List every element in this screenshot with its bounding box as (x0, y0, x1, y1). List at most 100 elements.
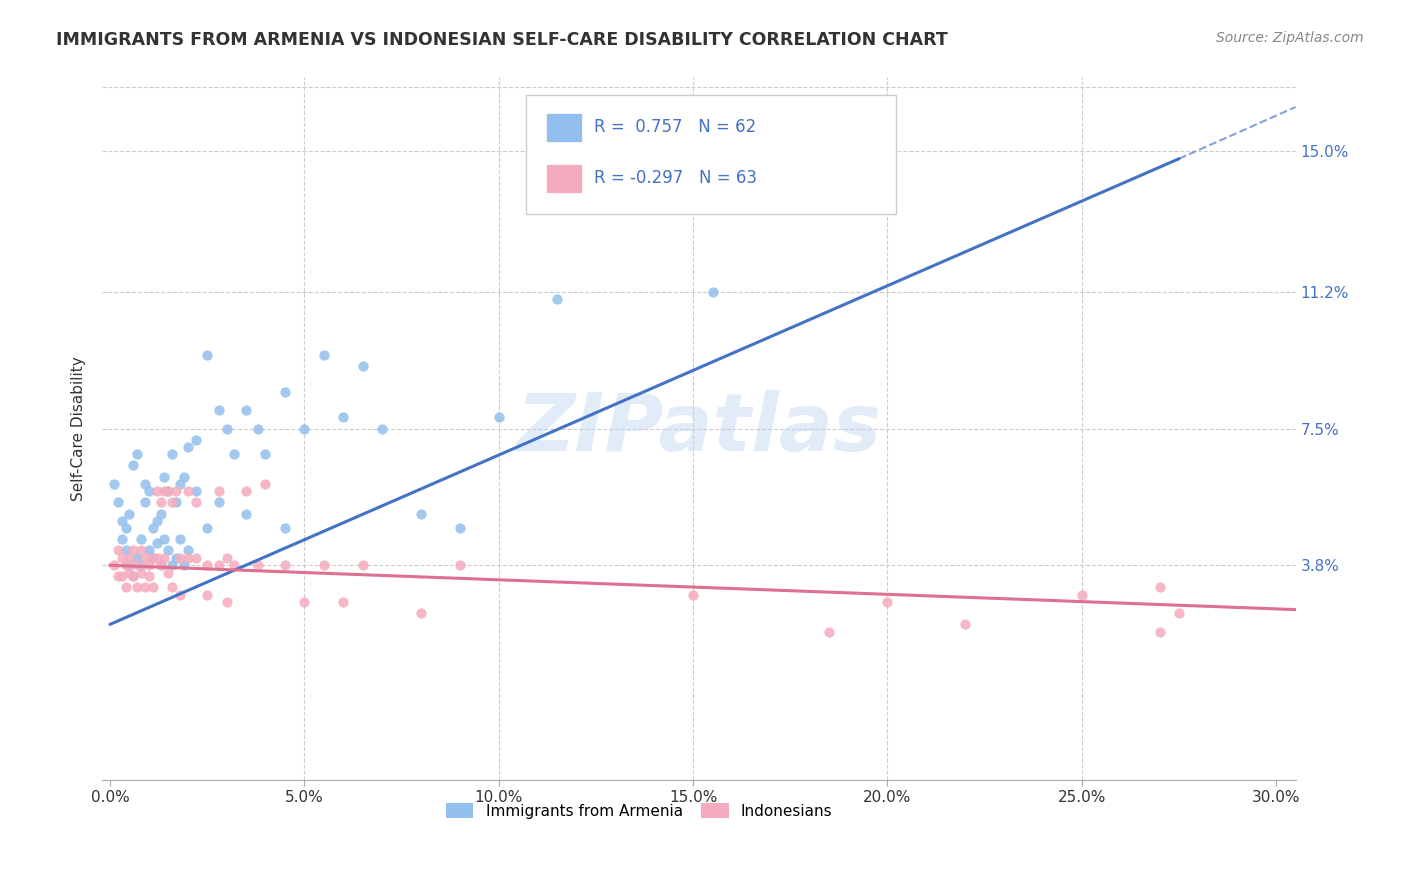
Point (153, 533, 176, 547)
Point (274, 384, 297, 399)
Point (215, 595, 238, 609)
Text: IMMIGRANTS FROM ARMENIA VS INDONESIAN SELF-CARE DISABILITY CORRELATION CHART: IMMIGRANTS FROM ARMENIA VS INDONESIAN SE… (56, 31, 948, 49)
Point (292, 421, 315, 435)
Point (118, 507, 141, 521)
Point (169, 533, 191, 547)
Point (371, 421, 394, 435)
Point (208, 403, 231, 417)
Point (127, 447, 149, 461)
Point (114, 543, 136, 558)
Point (177, 440, 200, 454)
Point (312, 558, 335, 573)
Point (449, 521, 471, 535)
Point (118, 558, 141, 573)
Point (160, 447, 183, 461)
Point (127, 558, 149, 573)
Point (103, 558, 125, 573)
Text: R = -0.297   N = 63: R = -0.297 N = 63 (593, 169, 756, 186)
Point (157, 484, 180, 499)
Point (138, 484, 160, 499)
Point (274, 521, 297, 535)
Point (127, 581, 149, 595)
Point (134, 495, 156, 509)
Point (215, 421, 238, 435)
Point (114, 581, 136, 595)
Point (107, 495, 129, 509)
Point (184, 484, 207, 499)
Point (208, 495, 231, 509)
Point (409, 607, 432, 621)
Point (114, 558, 136, 573)
Point (129, 566, 152, 580)
Point (546, 292, 568, 306)
Point (122, 458, 145, 473)
Point (145, 514, 167, 528)
Point (208, 484, 231, 499)
Point (138, 543, 160, 558)
Point (184, 433, 207, 447)
Point (145, 550, 167, 565)
FancyBboxPatch shape (526, 95, 896, 214)
Point (195, 348, 218, 362)
Point (246, 558, 269, 573)
Point (142, 521, 165, 535)
Point (107, 569, 129, 583)
Point (153, 469, 176, 483)
Point (138, 569, 160, 583)
Point (129, 558, 152, 573)
Point (818, 624, 841, 639)
Point (169, 588, 191, 602)
Point (142, 550, 165, 565)
Point (169, 477, 191, 491)
Point (103, 477, 125, 491)
Point (352, 558, 374, 573)
Point (122, 569, 145, 583)
Point (111, 569, 134, 583)
Point (224, 447, 246, 461)
Point (1149, 624, 1171, 639)
Point (208, 558, 231, 573)
Y-axis label: Self-Care Disability: Self-Care Disability (72, 356, 86, 501)
Point (488, 410, 510, 425)
Point (111, 550, 134, 565)
Point (682, 588, 704, 602)
Point (215, 550, 238, 565)
Point (177, 550, 200, 565)
Point (246, 421, 269, 435)
Point (149, 507, 172, 521)
Point (157, 566, 180, 580)
Point (876, 595, 898, 609)
Point (142, 550, 165, 565)
FancyBboxPatch shape (546, 164, 582, 194)
Point (160, 558, 183, 573)
Point (153, 484, 176, 499)
Point (195, 521, 218, 535)
Point (138, 558, 160, 573)
Point (235, 403, 257, 417)
Point (332, 410, 354, 425)
Point (149, 558, 172, 573)
Point (352, 359, 374, 373)
Text: R =  0.757   N = 62: R = 0.757 N = 62 (593, 118, 756, 136)
Point (165, 495, 187, 509)
Point (142, 581, 165, 595)
Point (145, 484, 167, 499)
Point (118, 550, 141, 565)
Point (195, 558, 218, 573)
Point (235, 484, 257, 499)
Point (1168, 607, 1191, 621)
Point (160, 581, 183, 595)
Point (157, 484, 180, 499)
Point (1149, 581, 1171, 595)
Point (177, 543, 200, 558)
Point (702, 285, 724, 299)
Point (953, 617, 976, 632)
Point (134, 477, 156, 491)
Point (122, 569, 145, 583)
Point (1070, 588, 1092, 602)
Point (111, 514, 134, 528)
Point (153, 550, 176, 565)
Point (149, 558, 172, 573)
Point (165, 550, 187, 565)
Point (224, 558, 246, 573)
